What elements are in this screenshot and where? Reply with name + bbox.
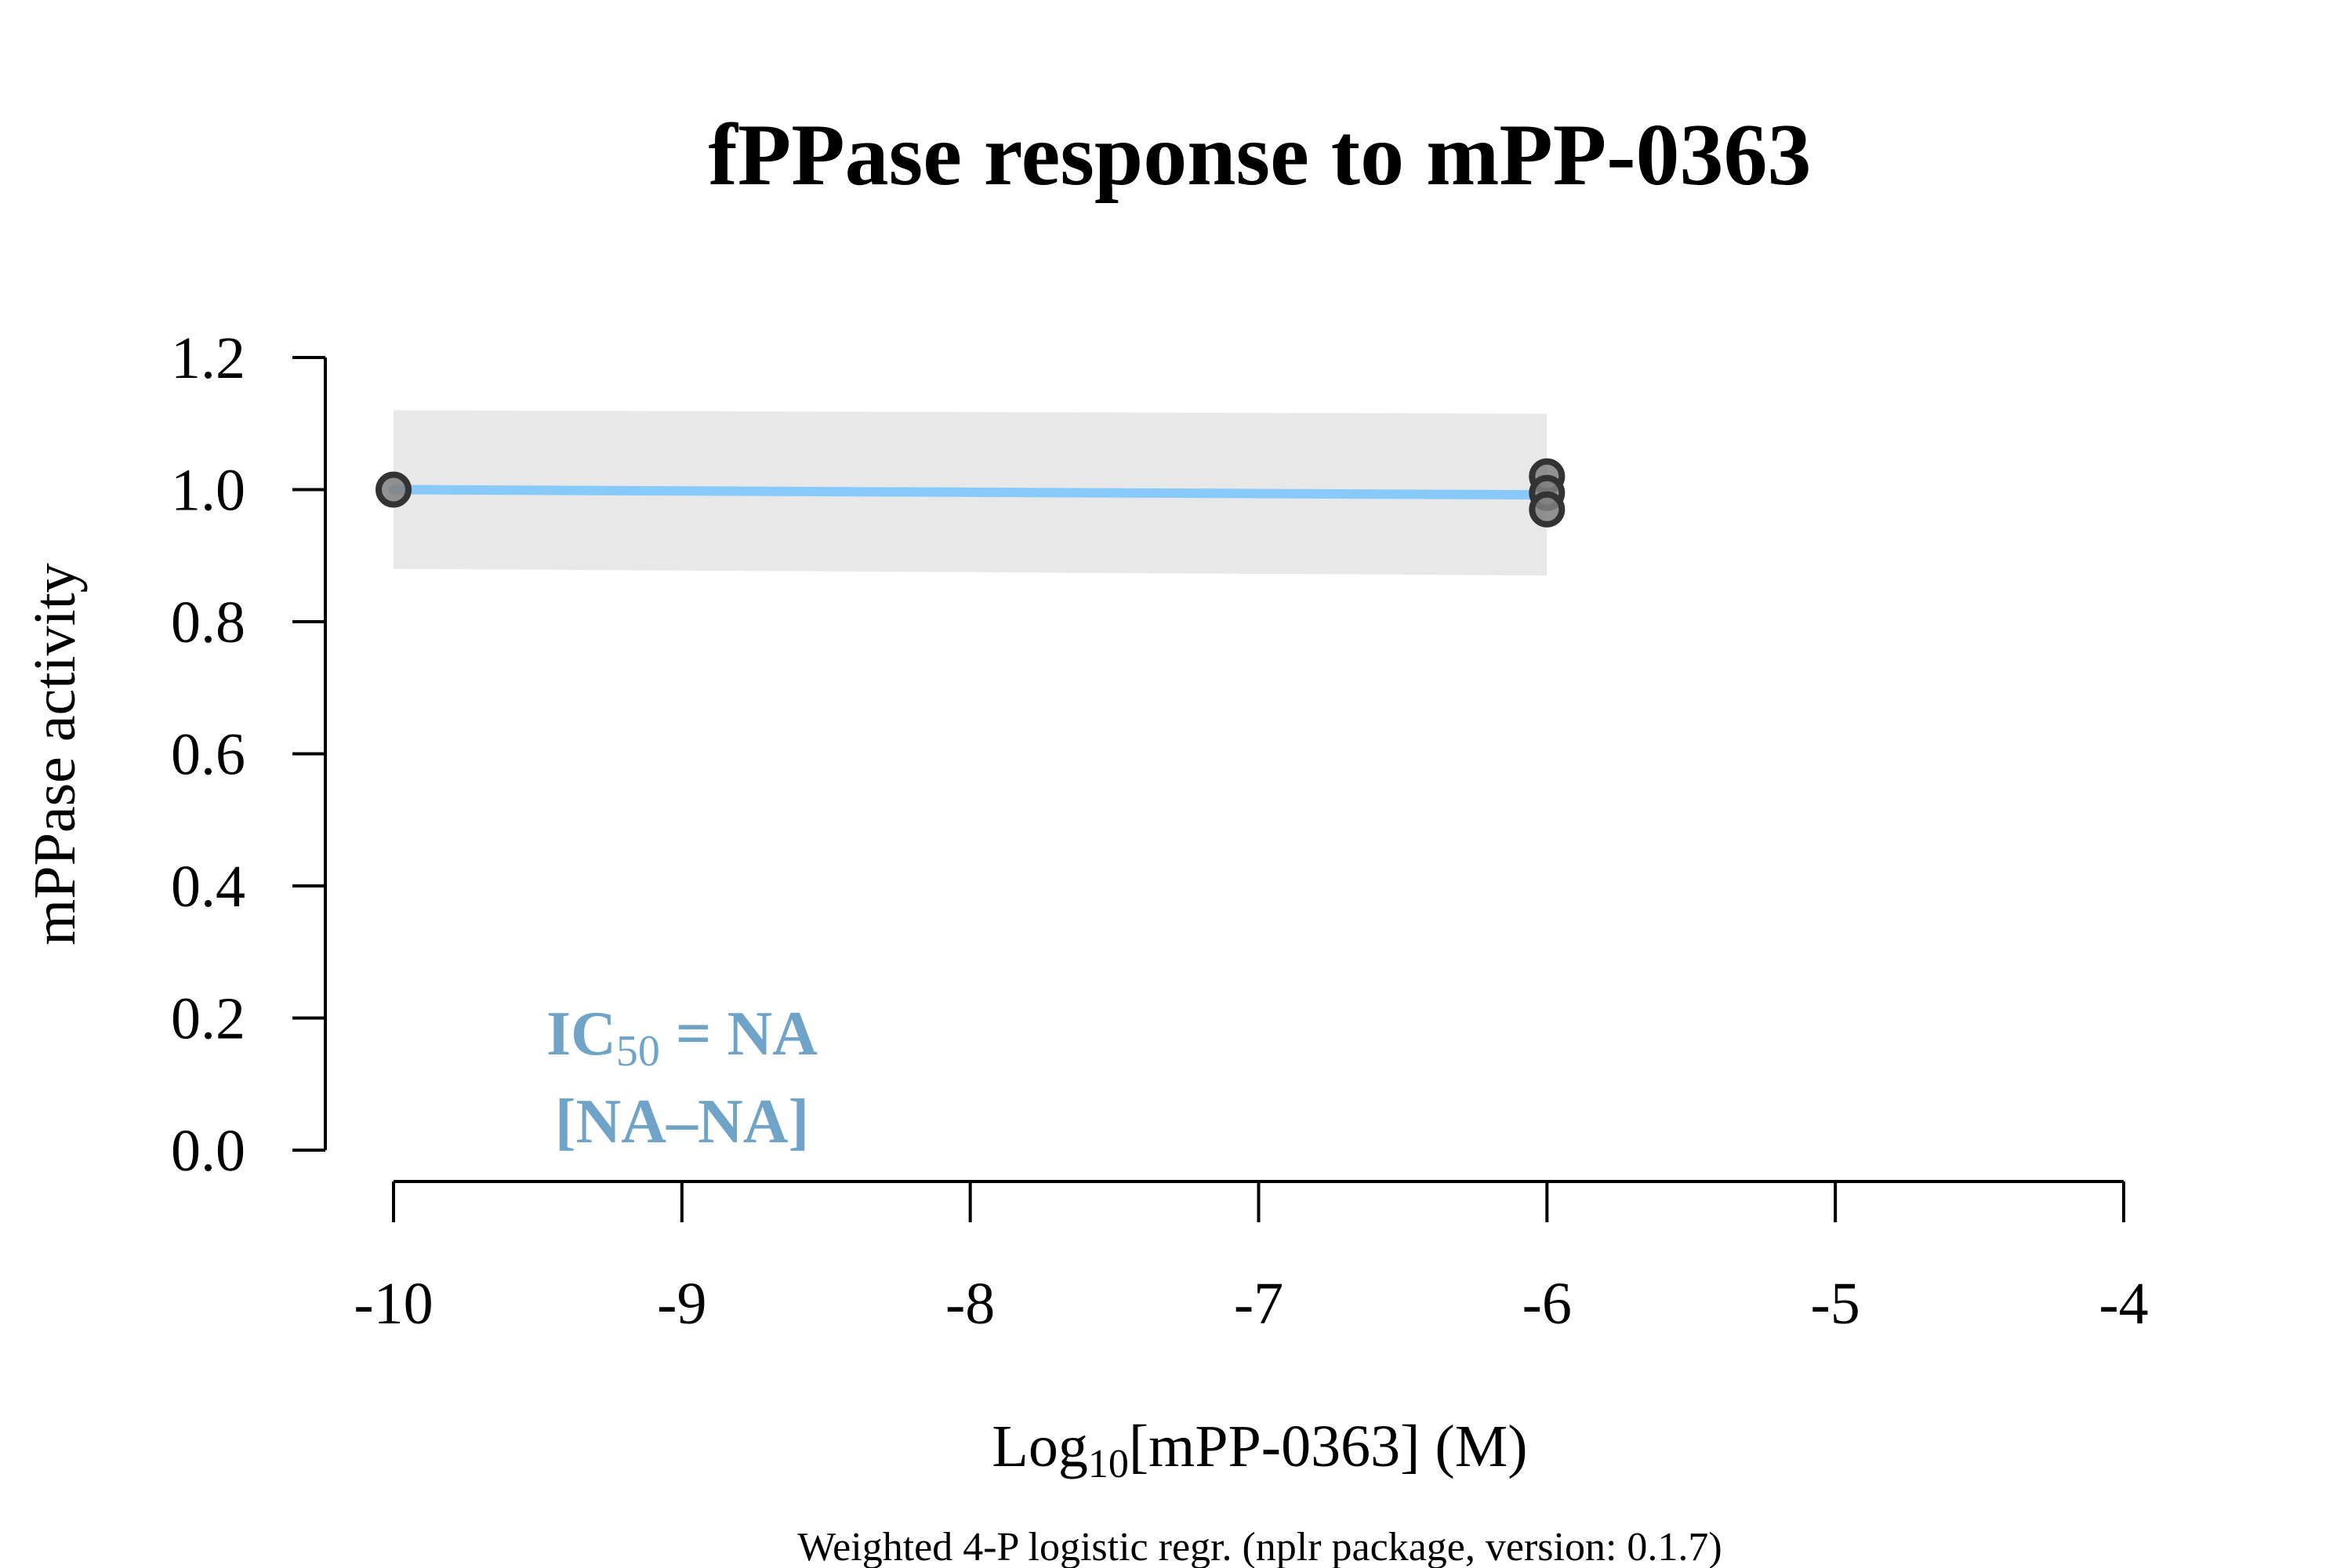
y-tick-label: 1.2	[171, 325, 245, 391]
ic50-subscript: 50	[616, 1027, 660, 1076]
x-axis-label-subscript: 10	[1088, 1442, 1129, 1486]
x-axis-label: Log10[mPP-0363] (M)	[992, 1414, 1527, 1486]
y-axis-ticks: 0.0 0.2 0.4 0.6 0.8 1.0 1.2	[171, 325, 325, 1184]
y-tick-label: 1.0	[171, 458, 245, 524]
data-point	[376, 471, 412, 508]
x-tick-label: -9	[657, 1271, 706, 1337]
ic50-suffix: = NA	[660, 1000, 818, 1069]
ic50-value: IC50 = NA	[546, 1000, 818, 1076]
fit-line	[389, 485, 1552, 500]
chart-title: fPPase response to mPP-0363	[709, 107, 1812, 204]
y-tick-label: 0.6	[171, 722, 245, 788]
y-tick-label: 0.4	[171, 854, 245, 920]
ic50-annotation: IC50 = NA [NA–NA]	[546, 1000, 818, 1156]
data-point	[1529, 491, 1566, 528]
fit-line-layer	[389, 485, 1552, 500]
x-tick-label: -10	[354, 1271, 433, 1337]
x-axis-ticks: -10 -9 -8 -7 -6 -5 -4	[354, 1181, 2149, 1337]
x-tick-label: -4	[2099, 1271, 2148, 1337]
y-tick-label: 0.2	[171, 986, 245, 1052]
footnote: Weighted 4-P logistic regr. (nplr packag…	[797, 1525, 1722, 1568]
x-tick-label: -6	[1522, 1271, 1572, 1337]
ic50-ci: [NA–NA]	[555, 1087, 809, 1156]
y-axis-label: mPPase activity	[22, 563, 88, 946]
data-points-layer	[376, 458, 1566, 528]
ic50-prefix: IC	[546, 1000, 616, 1069]
x-tick-label: -8	[945, 1271, 995, 1337]
x-axis-label-suffix: [mPP-0363] (M)	[1129, 1414, 1528, 1479]
y-tick-label: 0.8	[171, 590, 245, 655]
x-axis-label-prefix: Log	[992, 1414, 1087, 1479]
x-tick-label: -5	[1811, 1271, 1860, 1337]
x-tick-label: -7	[1234, 1271, 1283, 1337]
y-tick-label: 0.0	[171, 1118, 245, 1184]
